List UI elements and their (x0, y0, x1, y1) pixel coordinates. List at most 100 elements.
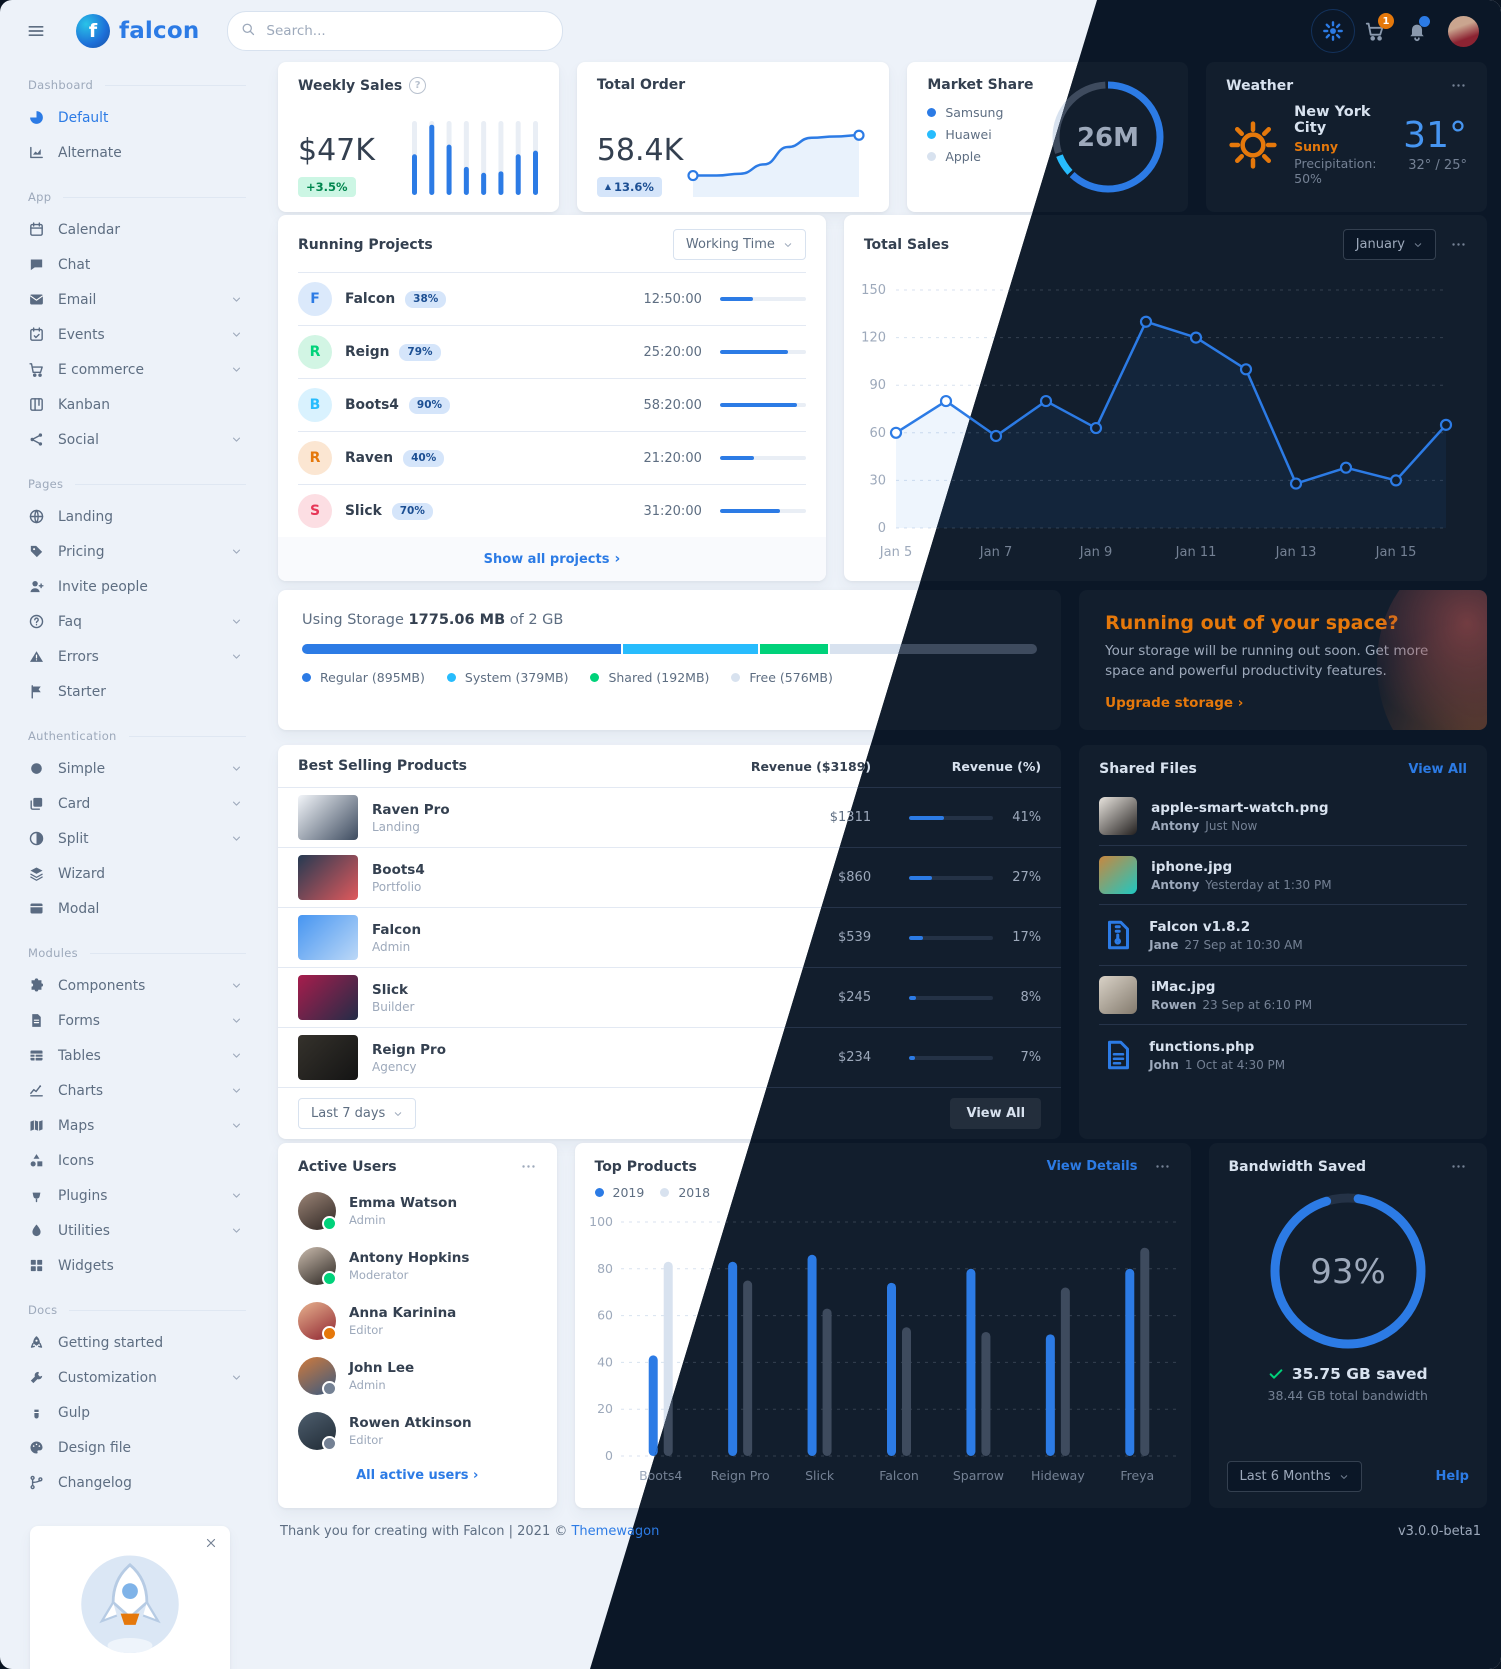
svg-text:90: 90 (869, 378, 886, 393)
last-6-months-select[interactable]: Last 6 Months (1226, 1461, 1362, 1492)
upgrade-storage-link[interactable]: Upgrade storage › (1105, 695, 1244, 712)
info-icon[interactable]: ? (409, 77, 427, 94)
sidebar-item-maps[interactable]: Maps (28, 1108, 246, 1143)
close-icon[interactable] (204, 1536, 218, 1550)
falcon-logo[interactable]: f falcon (76, 14, 199, 48)
weather-range: 32° / 25° (1408, 157, 1467, 173)
active-user-row-anna-karinina[interactable]: Anna Karinina Editor (278, 1293, 557, 1348)
sidebar-item-landing[interactable]: Landing (28, 499, 246, 534)
dots-menu-icon[interactable] (1154, 1158, 1171, 1175)
project-row-slick[interactable]: S Slick 70% 31:20:00 (298, 484, 806, 537)
sidebar-item-forms[interactable]: Forms (28, 1003, 246, 1038)
view-all-button[interactable]: View All (950, 1098, 1042, 1129)
file-name[interactable]: iMac.jpg (1151, 978, 1216, 995)
sidebar-item-getting-started[interactable]: Getting started (28, 1325, 246, 1360)
file-name[interactable]: functions.php (1149, 1038, 1255, 1055)
dots-menu-icon[interactable] (520, 1158, 537, 1175)
help-link[interactable]: Help (1435, 1469, 1469, 1484)
dots-menu-icon[interactable] (1450, 236, 1467, 253)
product-revenue-pct: 7% (1020, 1050, 1042, 1065)
sidebar-item-email[interactable]: Email (28, 282, 246, 317)
product-name[interactable]: Raven Pro (372, 801, 450, 818)
sidebar-item-customization[interactable]: Customization (28, 1360, 246, 1395)
menu-toggle-icon[interactable] (26, 21, 46, 41)
nav-section-dashboard: Dashboard (28, 78, 246, 92)
month-select[interactable]: January (1342, 229, 1436, 260)
active-user-row-emma-watson[interactable]: Emma Watson Admin (278, 1183, 557, 1238)
sidebar-item-tables[interactable]: Tables (28, 1038, 246, 1073)
file-name[interactable]: apple-smart-watch.png (1151, 799, 1329, 816)
file-name[interactable]: Falcon v1.8.2 (1149, 918, 1251, 935)
check-icon (1268, 1366, 1284, 1382)
active-user-row-john-lee[interactable]: John Lee Admin (278, 1348, 557, 1403)
sidebar-item-faq[interactable]: Faq (28, 604, 246, 639)
cards-icon (28, 795, 45, 812)
active-user-row-rowen-atkinson[interactable]: Rowen Atkinson Editor (278, 1403, 557, 1458)
product-row-reign-pro: Reign Pro Agency $234 7% (590, 1028, 1062, 1088)
notifications-bell-icon[interactable] (1406, 16, 1430, 42)
logo-text: falcon (119, 18, 200, 44)
sidebar-item-events[interactable]: Events (28, 317, 246, 352)
view-details-link[interactable]: View Details (1046, 1159, 1138, 1174)
working-time-select[interactable]: Working Time (672, 229, 806, 260)
project-row-raven[interactable]: R Raven 40% 21:20:00 (298, 431, 806, 484)
sidebar-item-modal[interactable]: Modal (28, 891, 246, 926)
settings-gear-icon[interactable] (1311, 9, 1355, 53)
dots-menu-icon[interactable] (1450, 1158, 1467, 1175)
active-user-row-antony-hopkins[interactable]: Antony Hopkins Moderator (278, 1238, 557, 1293)
project-avatar: B (298, 388, 332, 422)
chart-area-icon (28, 144, 45, 161)
total-order-chart (683, 109, 869, 197)
dots-menu-icon[interactable] (1450, 77, 1467, 94)
all-active-users-link[interactable]: All active users › (356, 1468, 479, 1483)
sidebar-item-gulp[interactable]: Gulp (28, 1395, 246, 1430)
sidebar-item-errors[interactable]: Errors (28, 639, 246, 674)
total-order-value: 58.4K (596, 133, 684, 168)
sidebar-item-wizard[interactable]: Wizard (28, 856, 246, 891)
show-all-projects-link[interactable]: Show all projects› (278, 537, 826, 581)
product-name[interactable]: Reign Pro (372, 1041, 446, 1058)
sidebar-item-calendar[interactable]: Calendar (28, 212, 246, 247)
sidebar-item-social[interactable]: Social (28, 422, 246, 457)
cart-icon[interactable]: 1 (1364, 13, 1394, 42)
sidebar-item-card[interactable]: Card (28, 786, 246, 821)
sidebar-item-plugins[interactable]: Plugins (28, 1178, 246, 1213)
sidebar-item-e-commerce[interactable]: E commerce (28, 352, 246, 387)
sidebar-item-utilities[interactable]: Utilities (28, 1213, 246, 1248)
sidebar-item-alternate[interactable]: Alternate (28, 135, 246, 170)
sidebar-item-kanban[interactable]: Kanban (28, 387, 246, 422)
product-revenue-bar (909, 875, 994, 880)
active-users-card: Active Users Emma Watson Admin Antony Ho… (278, 1143, 557, 1508)
search-input[interactable] (227, 11, 564, 51)
sidebar: Dashboard Default Alternate App Calendar (0, 62, 246, 1669)
sidebar-item-pricing[interactable]: Pricing (28, 534, 246, 569)
product-name[interactable]: Slick (372, 981, 408, 998)
file-name[interactable]: iphone.jpg (1151, 858, 1233, 875)
project-row-boots4[interactable]: B Boots4 90% 58:20:00 (298, 378, 806, 431)
sidebar-item-charts[interactable]: Charts (28, 1073, 246, 1108)
sidebar-item-widgets[interactable]: Widgets (28, 1248, 246, 1283)
project-row-falcon[interactable]: F Falcon 38% 12:50:00 (298, 272, 806, 325)
sidebar-item-simple[interactable]: Simple (28, 751, 246, 786)
sidebar-item-chat[interactable]: Chat (28, 247, 246, 282)
product-revenue-bar (909, 815, 994, 820)
project-row-reign[interactable]: R Reign 79% 25:20:00 (298, 325, 806, 378)
product-name[interactable]: Boots4 (372, 861, 425, 878)
sidebar-item-changelog[interactable]: Changelog (28, 1465, 246, 1500)
split-icon (28, 830, 45, 847)
shared-files-view-all-link[interactable]: View All (1408, 761, 1467, 777)
space-body: Your storage will be running out soon. G… (1105, 643, 1429, 679)
project-avatar: S (298, 494, 332, 528)
sidebar-item-icons[interactable]: Icons (28, 1143, 246, 1178)
sidebar-item-invite-people[interactable]: Invite people (28, 569, 246, 604)
sidebar-item-split[interactable]: Split (28, 821, 246, 856)
user-role: Moderator (349, 1267, 409, 1282)
sidebar-item-starter[interactable]: Starter (28, 674, 246, 709)
last-7-days-select[interactable]: Last 7 days (298, 1098, 417, 1129)
product-name[interactable]: Falcon (372, 921, 422, 938)
user-avatar[interactable] (1448, 15, 1479, 47)
sidebar-item-default[interactable]: Default (28, 100, 246, 135)
sidebar-item-components[interactable]: Components (28, 968, 246, 1003)
sidebar-item-design-file[interactable]: Design file (28, 1430, 246, 1465)
